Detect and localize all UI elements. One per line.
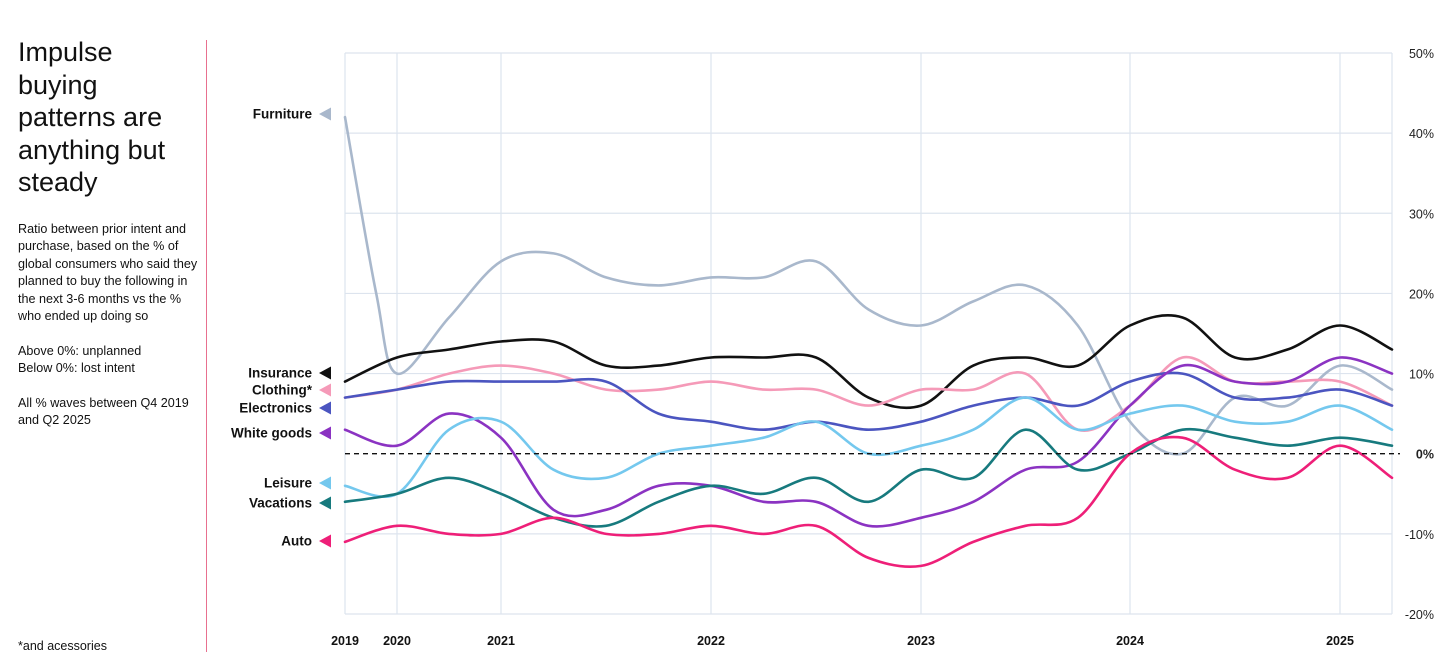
description-above: Above 0%: unplanned — [18, 343, 142, 358]
series-marker-furniture — [319, 107, 331, 121]
series-marker-vacations — [319, 496, 331, 510]
series-line-white-goods — [343, 356, 1394, 528]
y-tick-label: -20% — [1405, 608, 1434, 622]
series-line-furniture — [343, 115, 1394, 456]
footnote: *and acessories — [18, 639, 107, 653]
series-label-white-goods: White goods — [231, 426, 312, 441]
series-marker-electronics — [319, 401, 331, 415]
series-line-insurance — [343, 314, 1394, 410]
y-tick-label: 40% — [1409, 127, 1434, 141]
series-line-clothing — [343, 355, 1394, 432]
series-line-auto — [343, 435, 1394, 569]
headline: Impulse buying patterns are anything but… — [18, 37, 166, 197]
series-line-leisure — [343, 396, 1394, 498]
x-tick-label: 2025 — [1326, 634, 1354, 648]
x-tick-label: 2021 — [487, 634, 515, 648]
description-threshold: Above 0%: unplanned Below 0%: lost inten… — [18, 343, 198, 378]
x-tick-label: 2020 — [383, 634, 411, 648]
series-marker-insurance — [319, 366, 331, 380]
series-line-vacations — [343, 427, 1394, 528]
x-tick-label: 2023 — [907, 634, 935, 648]
y-tick-label: 20% — [1409, 287, 1434, 301]
left-panel: Impulse buying patterns are anything but… — [18, 36, 198, 447]
y-tick-label: 0% — [1416, 448, 1434, 462]
series-marker-clothing — [319, 383, 331, 397]
divider — [206, 40, 207, 652]
series-label-vacations: Vacations — [249, 496, 312, 511]
series-label-electronics: Electronics — [239, 401, 312, 416]
series-label-insurance: Insurance — [248, 366, 312, 381]
series-line-electronics — [343, 371, 1394, 431]
series-label-auto: Auto — [281, 534, 312, 549]
x-tick-label: 2019 — [331, 634, 359, 648]
description-below: Below 0%: lost intent — [18, 361, 135, 375]
series-marker-leisure — [319, 476, 331, 490]
y-tick-label: 50% — [1409, 47, 1434, 61]
series-labels: Furniture Insurance Clothing* Electronics Wh… — [231, 107, 331, 549]
series-lines — [343, 115, 1394, 569]
series-label-leisure: Leisure — [264, 476, 313, 491]
y-tick-label: 30% — [1409, 207, 1434, 221]
y-tick-label: -10% — [1405, 528, 1434, 542]
series-marker-auto — [319, 534, 331, 548]
series-marker-white-goods — [319, 426, 331, 440]
y-tick-label: 10% — [1409, 368, 1434, 382]
series-label-clothing: Clothing* — [252, 383, 313, 398]
description-ratio: Ratio between prior intent and purchase,… — [18, 221, 198, 324]
series-label-furniture: Furniture — [253, 107, 313, 122]
gridlines — [344, 52, 1393, 615]
description: Ratio between prior intent and purchase,… — [18, 221, 198, 430]
x-tick-label: 2022 — [697, 634, 725, 648]
description-waves: All % waves between Q4 2019 and Q2 2025 — [18, 395, 189, 428]
x-tick-label: 2024 — [1116, 634, 1144, 648]
